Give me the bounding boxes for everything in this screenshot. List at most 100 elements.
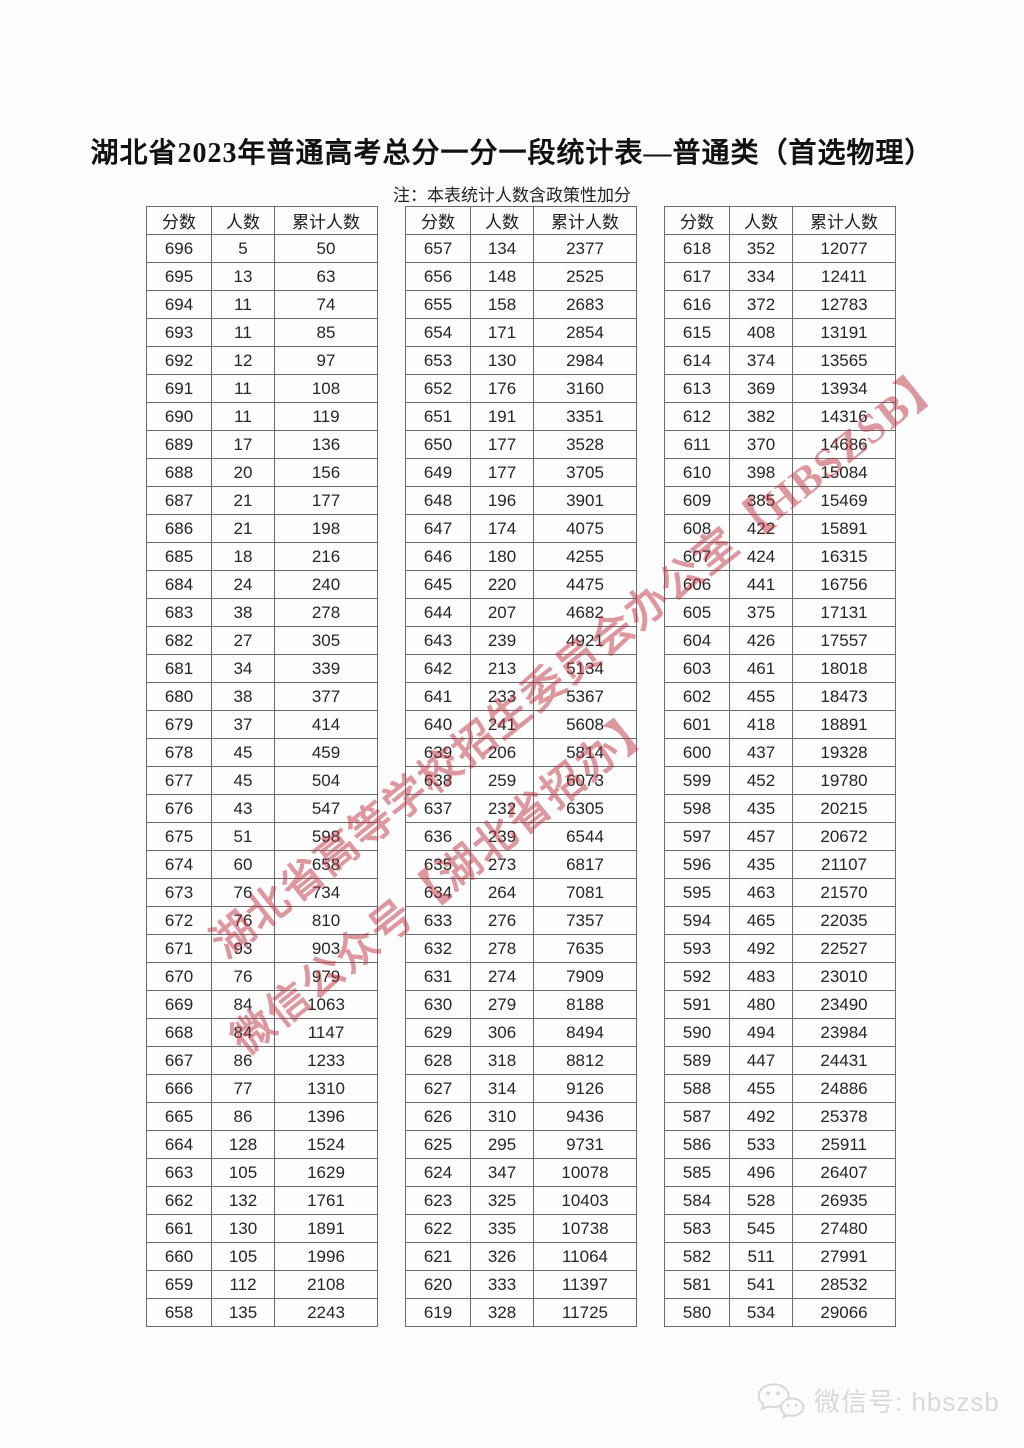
cumulative-cell: 13565: [792, 346, 896, 375]
score-cell: 680: [146, 682, 212, 711]
score-cell: 675: [146, 822, 212, 851]
score-cell: 651: [405, 402, 471, 431]
table-row: 691 11 108: [146, 374, 378, 403]
cumulative-cell: 6073: [533, 766, 637, 795]
table-row: 677 45 504: [146, 766, 378, 795]
score-cell: 659: [146, 1270, 212, 1299]
table-row: 628 318 8812: [405, 1046, 637, 1075]
table-row: 688 20 156: [146, 458, 378, 487]
count-cell: 232: [470, 794, 534, 823]
score-cell: 620: [405, 1270, 471, 1299]
score-cell: 681: [146, 654, 212, 683]
score-cell: 631: [405, 962, 471, 991]
cumulative-cell: 11064: [533, 1242, 637, 1271]
cumulative-cell: 198: [274, 514, 378, 543]
table-row: 633 276 7357: [405, 906, 637, 935]
table-row: 588 455 24886: [664, 1074, 896, 1103]
count-cell: 333: [470, 1270, 534, 1299]
count-cell: 276: [470, 906, 534, 935]
table-row: 597 457 20672: [664, 822, 896, 851]
count-cell: 457: [729, 822, 793, 851]
score-cell: 652: [405, 374, 471, 403]
score-cell: 592: [664, 962, 730, 991]
header-row: 分数 人数 累计人数: [405, 206, 637, 235]
table-row: 599 452 19780: [664, 766, 896, 795]
table-row: 594 465 22035: [664, 906, 896, 935]
score-cell: 583: [664, 1214, 730, 1243]
count-cell: 259: [470, 766, 534, 795]
count-cell: 318: [470, 1046, 534, 1075]
count-cell: 314: [470, 1074, 534, 1103]
count-cell: 174: [470, 514, 534, 543]
cumulative-cell: 24431: [792, 1046, 896, 1075]
count-cell: 176: [470, 374, 534, 403]
cumulative-cell: 23490: [792, 990, 896, 1019]
score-cell: 630: [405, 990, 471, 1019]
count-cell: 11: [211, 402, 275, 431]
score-cell: 656: [405, 262, 471, 291]
table-row: 629 306 8494: [405, 1018, 637, 1047]
cumulative-cell: 5134: [533, 654, 637, 683]
table-row: 663 105 1629: [146, 1158, 378, 1187]
cumulative-cell: 12411: [792, 262, 896, 291]
count-cell: 191: [470, 402, 534, 431]
count-cell: 370: [729, 430, 793, 459]
table-row: 695 13 63: [146, 262, 378, 291]
score-cell: 586: [664, 1130, 730, 1159]
score-cell: 591: [664, 990, 730, 1019]
score-cell: 667: [146, 1046, 212, 1075]
score-cell: 668: [146, 1018, 212, 1047]
score-cell: 627: [405, 1074, 471, 1103]
score-cell: 644: [405, 598, 471, 627]
score-cell: 682: [146, 626, 212, 655]
table-row: 613 369 13934: [664, 374, 896, 403]
score-cell: 660: [146, 1242, 212, 1271]
table-row: 662 132 1761: [146, 1186, 378, 1215]
score-cell: 640: [405, 710, 471, 739]
count-cell: 37: [211, 710, 275, 739]
count-cell: 426: [729, 626, 793, 655]
cumulative-cell: 4682: [533, 598, 637, 627]
score-cell: 650: [405, 430, 471, 459]
cumulative-cell: 74: [274, 290, 378, 319]
cumulative-cell: 63: [274, 262, 378, 291]
score-cell: 678: [146, 738, 212, 767]
table-row: 620 333 11397: [405, 1270, 637, 1299]
count-cell: 278: [470, 934, 534, 963]
count-cell: 326: [470, 1242, 534, 1271]
table-row: 601 418 18891: [664, 710, 896, 739]
cumulative-cell: 8812: [533, 1046, 637, 1075]
score-cell: 677: [146, 766, 212, 795]
table-row: 682 27 305: [146, 626, 378, 655]
score-cell: 642: [405, 654, 471, 683]
cumulative-cell: 10403: [533, 1186, 637, 1215]
score-cell: 649: [405, 458, 471, 487]
cumulative-cell: 1761: [274, 1186, 378, 1215]
score-cell: 638: [405, 766, 471, 795]
count-cell: 84: [211, 990, 275, 1019]
cumulative-cell: 15084: [792, 458, 896, 487]
score-cell: 585: [664, 1158, 730, 1187]
score-cell: 625: [405, 1130, 471, 1159]
count-cell: 43: [211, 794, 275, 823]
score-cell: 598: [664, 794, 730, 823]
count-cell: 533: [729, 1130, 793, 1159]
cumulative-cell: 16315: [792, 542, 896, 571]
score-cell: 636: [405, 822, 471, 851]
table-row: 592 483 23010: [664, 962, 896, 991]
table-row: 637 232 6305: [405, 794, 637, 823]
cumulative-cell: 2854: [533, 318, 637, 347]
table-row: 626 310 9436: [405, 1102, 637, 1131]
score-cell: 694: [146, 290, 212, 319]
table-row: 679 37 414: [146, 710, 378, 739]
table-row: 644 207 4682: [405, 598, 637, 627]
count-cell: 374: [729, 346, 793, 375]
score-cell: 604: [664, 626, 730, 655]
score-cell: 687: [146, 486, 212, 515]
cumulative-cell: 3160: [533, 374, 637, 403]
table-row: 617 334 12411: [664, 262, 896, 291]
score-cell: 669: [146, 990, 212, 1019]
count-cell: 60: [211, 850, 275, 879]
cumulative-cell: 50: [274, 234, 378, 263]
cumulative-cell: 85: [274, 318, 378, 347]
